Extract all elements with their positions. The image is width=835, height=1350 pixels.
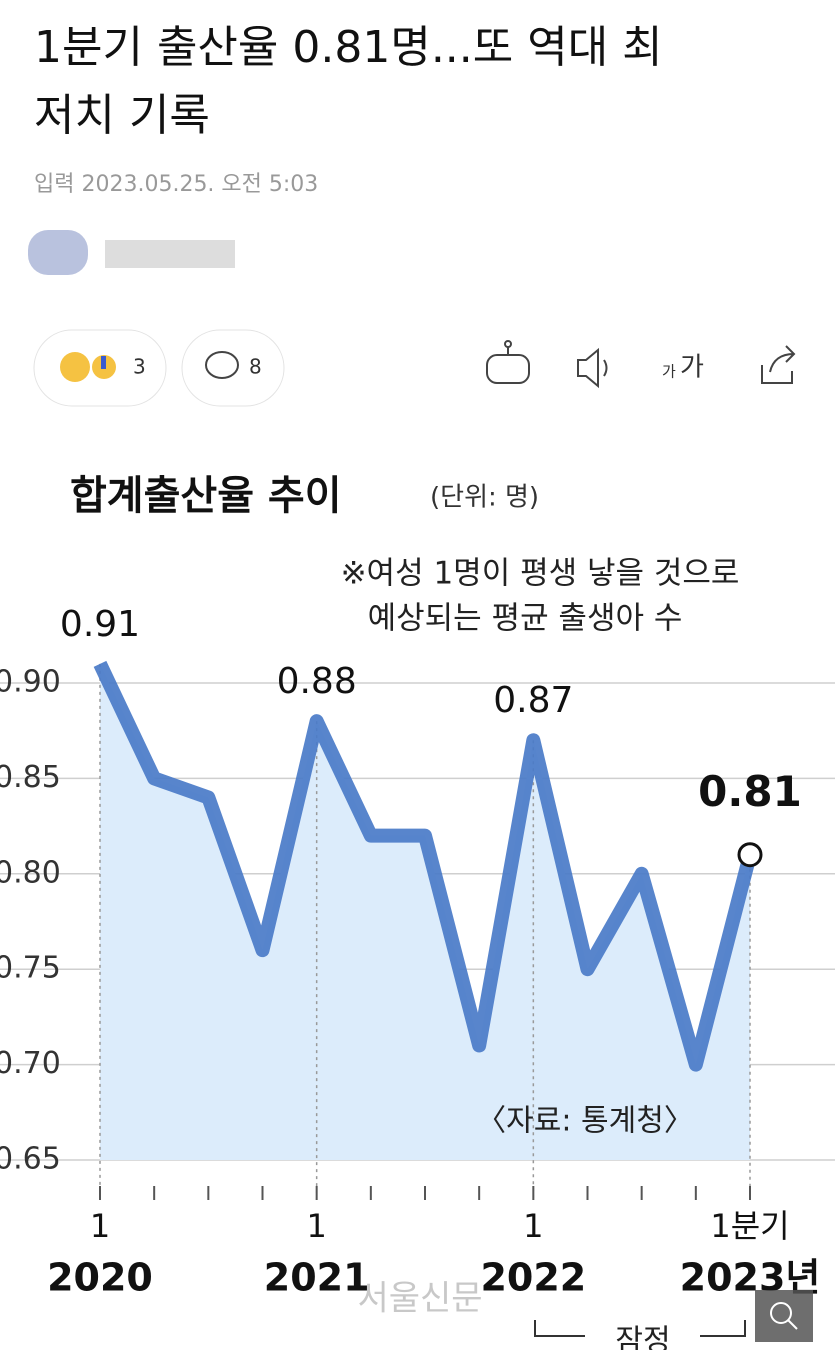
value-label: 0.87	[493, 680, 573, 721]
y-tick-label: 0.90	[0, 665, 61, 700]
summary-bot-button[interactable]	[486, 340, 530, 384]
comment-count: 8	[249, 355, 262, 379]
provisional-label: 잠정	[615, 1324, 670, 1350]
chart-title: 합계출산율 추이	[70, 473, 342, 519]
source: 〈자료: 통계청〉	[476, 1104, 694, 1139]
audio-button[interactable]	[577, 347, 608, 389]
zoom-button[interactable]	[755, 1290, 813, 1342]
y-tick-label: 0.65	[0, 1142, 61, 1177]
x-tick-label: 1	[306, 1207, 326, 1245]
share-button[interactable]	[761, 345, 796, 384]
bracket	[534, 1320, 746, 1337]
y-tick-label: 0.80	[0, 855, 61, 890]
x-year-label: 2021	[264, 1256, 370, 1300]
area	[100, 663, 750, 1160]
font-size-button[interactable]: 가 가	[662, 353, 704, 383]
headline: 1분기 출산율 0.81명...또 역대 최	[34, 22, 663, 73]
chart-note: 예상되는 평균 출생아 수	[368, 601, 683, 637]
value-label: 0.91	[60, 604, 140, 645]
font-small: 가	[662, 363, 676, 381]
chart-note: ※여성 1명이 평생 낳을 것으로	[341, 556, 740, 592]
reaction-button[interactable]: 3	[33, 329, 167, 407]
chart: 합계출산율 추이 (단위: 명) ※여성 1명이 평생 낳을 것으로 예상되는 …	[0, 473, 835, 1350]
y-tick-label: 0.70	[0, 1046, 61, 1081]
value-label: 0.81	[698, 767, 802, 816]
x-year-label: 2022	[480, 1256, 586, 1300]
y-tick-label: 0.85	[0, 760, 61, 795]
chart-unit: (단위: 명)	[430, 483, 539, 513]
font-large: 가	[680, 353, 704, 383]
x-tick-label: 1	[90, 1207, 110, 1245]
headline: 저치 기록	[34, 90, 210, 141]
author-blur	[28, 230, 235, 275]
y-tick-label: 0.75	[0, 951, 61, 986]
x-tick-label: 1	[523, 1207, 543, 1245]
last-point	[737, 842, 763, 868]
x-year-label: 2020	[47, 1256, 153, 1300]
watermark: 서울신문	[357, 1279, 482, 1319]
comment-button[interactable]: 8	[181, 329, 285, 407]
value-label: 0.88	[277, 661, 357, 702]
reaction-count: 3	[133, 355, 146, 379]
date: 입력 2023.05.25. 오전 5:03	[34, 172, 318, 197]
line	[93, 660, 757, 1072]
x-tick-label: 1분기	[710, 1207, 789, 1245]
